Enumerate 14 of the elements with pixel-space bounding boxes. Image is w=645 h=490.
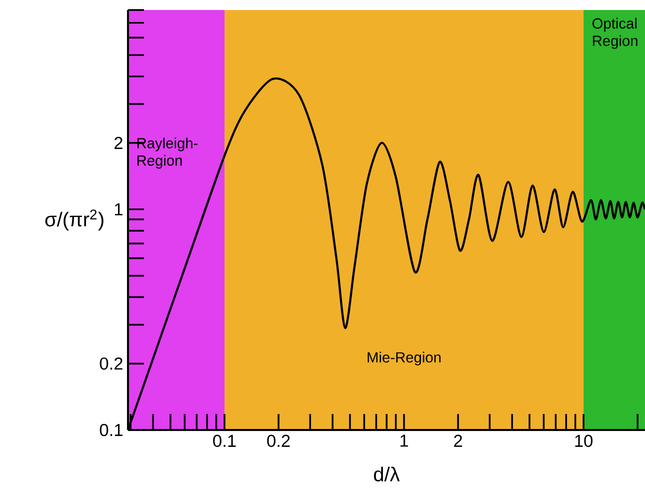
x-tick-label: 0.1 [213,434,236,447]
y-tick-label: 0.2 [100,357,122,370]
x-tick-label: 0.2 [267,434,290,447]
y-tick-label: 1 [114,203,122,216]
band-label: Optical Region [592,18,638,49]
x-axis-title: d/λ [374,466,400,482]
y-axis-title: σ/(πr$^{2}$) [45,210,104,230]
band-label: Rayleigh-Region [137,138,198,169]
y-tick-label: 2 [114,136,122,149]
band-label: Mie-Region [368,352,441,366]
x-tick-label: 10 [575,434,593,447]
x-tick-label: 2 [454,434,462,447]
x-tick-label: 1 [400,434,408,447]
y-tick-label: 0.1 [100,424,122,436]
